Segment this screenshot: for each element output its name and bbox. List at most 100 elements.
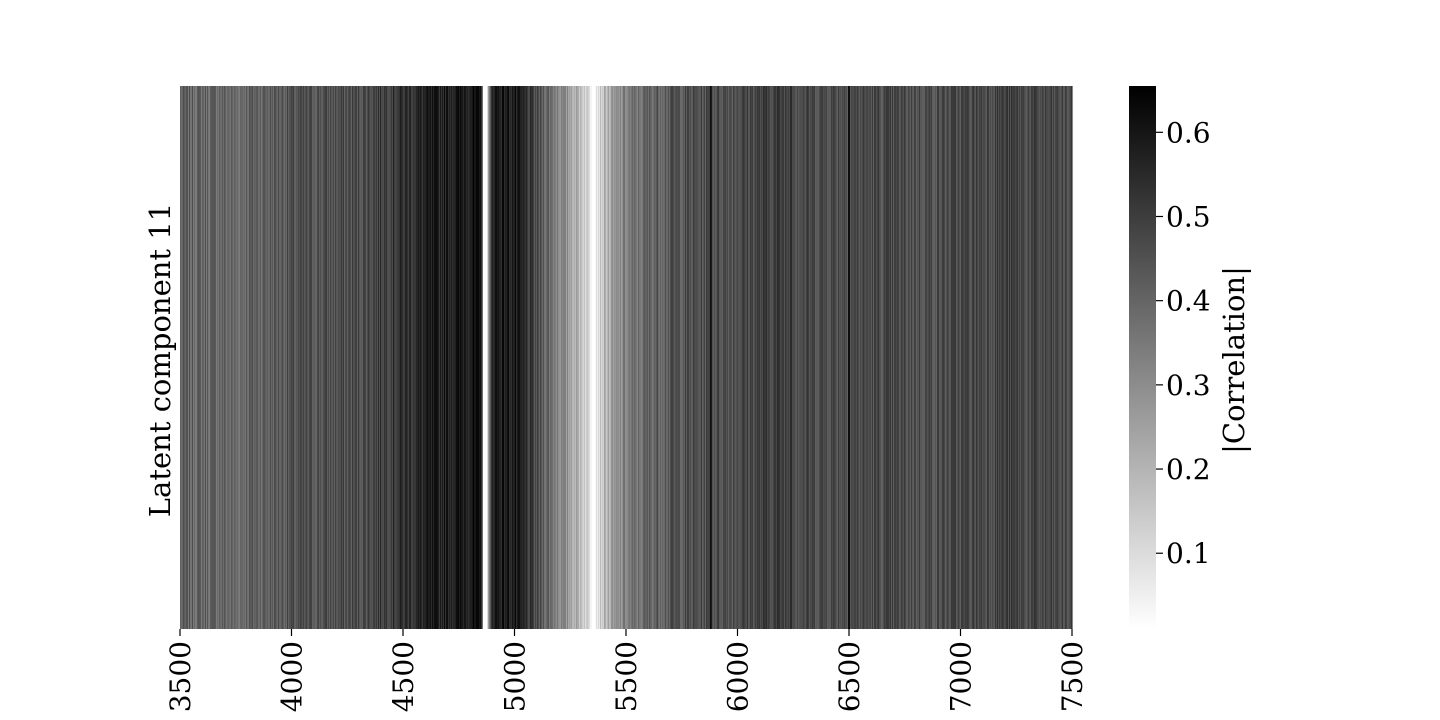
heatmap-cell — [275, 86, 277, 629]
heatmap-cell — [976, 86, 978, 629]
heatmap-cell — [786, 86, 788, 629]
heatmap-cell — [274, 86, 276, 629]
heatmap-cell — [365, 86, 367, 629]
heatmap-cell — [891, 86, 893, 629]
heatmap-cell — [831, 86, 833, 629]
heatmap-cell — [729, 86, 731, 629]
heatmap-cell — [677, 86, 679, 629]
heatmap-cell — [627, 86, 629, 629]
heatmap-cell — [894, 86, 896, 629]
heatmap-cell — [260, 86, 262, 629]
heatmap-cell — [771, 86, 773, 629]
heatmap-cell — [404, 86, 406, 629]
heatmap-cell — [382, 86, 384, 629]
heatmap-cell — [880, 86, 882, 629]
heatmap-cell — [869, 86, 871, 629]
heatmap-cell — [965, 86, 967, 629]
heatmap-cell — [509, 86, 511, 629]
heatmap-cell — [769, 86, 771, 629]
heatmap-cell — [180, 86, 182, 629]
heatmap-cell — [547, 86, 549, 629]
heatmap-cell — [1051, 86, 1053, 629]
heatmap-cell — [414, 86, 416, 629]
heatmap-cell — [330, 86, 332, 629]
heatmap-cell — [592, 86, 594, 629]
heatmap-cell — [966, 86, 968, 629]
heatmap-cell — [1069, 86, 1071, 629]
heatmap-cell — [210, 86, 212, 629]
heatmap-cell — [451, 86, 453, 629]
heatmap-cell — [636, 86, 638, 629]
heatmap-cell — [768, 86, 770, 629]
heatmap-cell — [232, 86, 234, 629]
heatmap-cell — [895, 86, 897, 629]
heatmap-cell — [639, 86, 641, 629]
heatmap-cell — [322, 86, 324, 629]
heatmap-cell — [694, 86, 696, 629]
heatmap-cell — [856, 86, 858, 629]
heatmap-cell — [995, 86, 997, 629]
heatmap-cell — [656, 86, 658, 629]
heatmap-cell — [566, 86, 568, 629]
heatmap-cell — [237, 86, 239, 629]
heatmap-cell — [407, 86, 409, 629]
heatmap-cell — [743, 86, 745, 629]
heatmap-cell — [806, 86, 808, 629]
heatmap-cell — [763, 86, 765, 629]
heatmap-cell — [705, 86, 707, 629]
heatmap-cell — [814, 86, 816, 629]
heatmap-cell — [687, 86, 689, 629]
heatmap-cell — [199, 86, 201, 629]
heatmap-cell — [315, 86, 317, 629]
heatmap-cell — [911, 86, 913, 629]
heatmap-cell — [1005, 86, 1007, 629]
heatmap-cell — [951, 86, 953, 629]
heatmap-cell — [978, 86, 980, 629]
heatmap-cell — [988, 86, 990, 629]
heatmap-cell — [1048, 86, 1050, 629]
heatmap-cell — [681, 86, 683, 629]
heatmap-cell — [685, 86, 687, 629]
heatmap-cell — [517, 86, 519, 629]
heatmap-cell — [314, 86, 316, 629]
colorbar-label: |Correlation| — [1217, 266, 1251, 454]
heatmap-cell — [732, 86, 734, 629]
heatmap-cell — [865, 86, 867, 629]
heatmap-cell — [480, 86, 482, 629]
heatmap-cell — [446, 86, 448, 629]
heatmap-cell — [357, 86, 359, 629]
heatmap-cell — [628, 86, 630, 629]
heatmap-cell — [533, 86, 535, 629]
heatmap-cell — [989, 86, 991, 629]
heatmap-cell — [470, 86, 472, 629]
heatmap-cell — [945, 86, 947, 629]
heatmap-cell — [570, 86, 572, 629]
heatmap-cell — [642, 86, 644, 629]
heatmap-cell — [349, 86, 351, 629]
heatmap-cell — [438, 86, 440, 629]
heatmap-cell — [505, 86, 507, 629]
heatmap-cell — [872, 86, 874, 629]
heatmap-cell — [440, 86, 442, 629]
heatmap-cell — [620, 86, 622, 629]
heatmap-cell — [1013, 86, 1015, 629]
heatmap-cell — [773, 86, 775, 629]
heatmap-cell — [906, 86, 908, 629]
heatmap-cell — [534, 86, 536, 629]
heatmap-cell — [823, 86, 825, 629]
heatmap-cell — [346, 86, 348, 629]
heatmap-cell — [1000, 86, 1002, 629]
heatmap-cell — [917, 86, 919, 629]
heatmap-cell — [640, 86, 642, 629]
heatmap-cell — [983, 86, 985, 629]
heatmap-cell — [251, 86, 253, 629]
heatmap-cell — [542, 86, 544, 629]
heatmap-cell — [380, 86, 382, 629]
heatmap-cell — [997, 86, 999, 629]
heatmap-cell — [529, 86, 531, 629]
heatmap-cell — [557, 86, 559, 629]
colorbar-tick-label: 0.6 — [1166, 116, 1211, 149]
heatmap-cell — [528, 86, 530, 629]
heatmap-cell — [575, 86, 577, 629]
heatmap-cell — [473, 86, 475, 629]
